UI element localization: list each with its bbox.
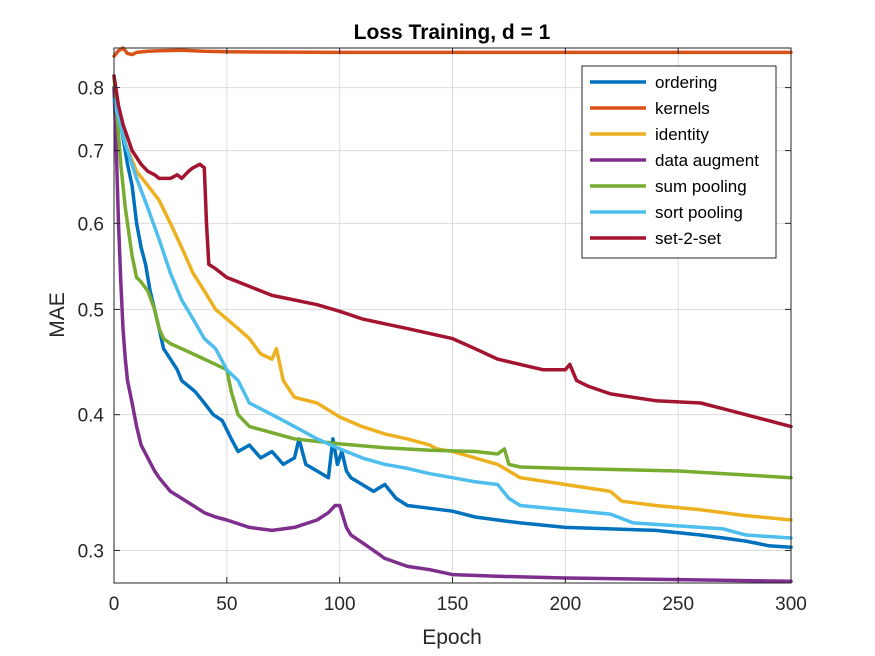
y-axis-ticks: 0.3 0.4 0.5 0.6 0.7 0.8 — [78, 79, 791, 562]
x-axis-ticks: 0 50 100 150 200 250 300 — [109, 48, 807, 615]
legend-box — [581, 65, 777, 259]
chart-title: Loss Training, d = 1 — [354, 21, 551, 44]
series-layer — [112, 46, 793, 584]
x-tick-label: 50 — [216, 594, 237, 615]
x-tick-label: 200 — [549, 594, 581, 615]
x-tick-label: 0 — [109, 594, 120, 615]
series-line-sum-pooling — [112, 74, 793, 480]
series-line-identity — [112, 85, 793, 522]
legend-label-data-augment: data augment — [655, 151, 759, 170]
legend-label-identity: identity — [655, 125, 709, 144]
series-line-sort-pooling — [112, 97, 793, 540]
legend-label-sum-pooling: sum pooling — [655, 177, 747, 196]
x-tick-label: 100 — [324, 594, 356, 615]
x-tick-label: 150 — [437, 594, 469, 615]
series-line-kernels — [112, 46, 793, 58]
legend-label-kernels: kernels — [655, 99, 710, 118]
series-line-set-2-set — [112, 74, 793, 429]
legend-label-ordering: ordering — [655, 73, 717, 92]
y-tick-label: 0.7 — [78, 142, 104, 163]
y-tick-label: 0.6 — [78, 214, 104, 235]
legend-label-sort-pooling: sort pooling — [655, 203, 743, 222]
legend: ordering kernels identity data augment sum p… — [581, 65, 777, 259]
y-tick-label: 0.4 — [78, 406, 105, 427]
x-tick-label: 250 — [662, 594, 694, 615]
y-tick-label: 0.5 — [78, 300, 104, 321]
x-tick-label: 300 — [775, 594, 807, 615]
y-tick-label: 0.8 — [78, 79, 104, 100]
series-line-data-augment — [112, 85, 793, 584]
legend-label-set-2-set: set-2-set — [655, 229, 721, 248]
y-axis-label: MAE — [46, 292, 69, 338]
y-tick-label: 0.3 — [78, 541, 104, 562]
x-axis-label: Epoch — [422, 626, 482, 649]
